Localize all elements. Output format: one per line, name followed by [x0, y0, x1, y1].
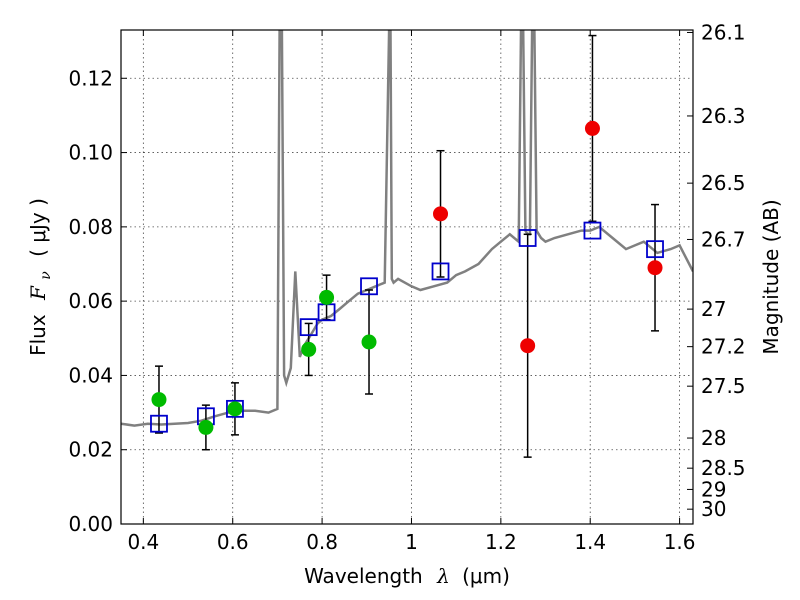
y-tick-label: 0.12 [68, 66, 113, 90]
y-axis-label-text: Flux [26, 314, 50, 356]
right-tick-label: 28 [701, 426, 726, 450]
observed-point-green [361, 334, 377, 350]
observed-point-red [584, 120, 600, 136]
x-tick-label: 1.2 [485, 530, 517, 554]
model-photometry-square [360, 277, 378, 296]
right-tick-label: 27 [701, 297, 726, 321]
observed-point-red [433, 206, 449, 222]
right-tick-label: 28.5 [701, 456, 746, 480]
right-axis-label: Magnitude (AB) [759, 199, 783, 354]
right-tick-label: 27.2 [701, 335, 746, 359]
observed-point-red [647, 260, 663, 276]
observed-point-green [198, 419, 214, 435]
x-axis-label-text: Wavelength [304, 564, 423, 588]
right-tick-label: 26.7 [701, 227, 746, 251]
right-tick-label: 26.3 [701, 104, 746, 128]
x-tick-label: 1.4 [574, 530, 606, 554]
observed-point-red [520, 338, 536, 354]
x-tick-label: 0.4 [127, 530, 159, 554]
right-tick-label: 30 [701, 497, 726, 521]
observed-point-green [319, 289, 335, 305]
right-tick-label: 29 [701, 477, 726, 501]
model-photometry-square [299, 318, 318, 337]
observed-point-green [151, 392, 167, 408]
plot-frame [120, 29, 694, 525]
observed-point-green [301, 341, 317, 357]
y-tick-label: 0.08 [68, 215, 113, 239]
model-photometry-square [431, 262, 450, 281]
x-tick-label: 1.6 [664, 530, 696, 554]
y-tick-label: 0.00 [68, 512, 113, 536]
y-axis-ticks: 0.00 0.02 0.04 0.06 0.08 0.10 0.12 [68, 66, 127, 536]
model-photometry-square [583, 221, 602, 240]
observed-markers [151, 120, 663, 435]
y-axis-label-symbol: F [26, 285, 50, 301]
x-axis-label: Wavelength λ (μm) [304, 564, 510, 588]
model-photometry-square [646, 240, 664, 259]
y-axis-label: Flux F ν ( μJy ) [26, 198, 55, 356]
right-tick-label: 26.5 [701, 171, 746, 195]
y-axis-label-unit: ( μJy ) [26, 198, 50, 257]
sed-model-line [121, 30, 693, 427]
y-tick-label: 0.02 [68, 438, 113, 462]
y-tick-label: 0.04 [68, 363, 113, 387]
y-axis-label-subscript: ν [38, 271, 54, 280]
observed-point-green [227, 401, 243, 417]
x-axis-label-unit: (μm) [462, 564, 510, 588]
y-tick-label: 0.06 [68, 289, 113, 313]
right-tick-label: 27.5 [701, 374, 746, 398]
x-axis-ticks: 0.4 0.6 0.8 1 1.2 1.4 1.6 [127, 30, 696, 554]
plot-background [121, 30, 693, 524]
y-tick-label: 0.10 [68, 141, 113, 165]
x-tick-label: 0.8 [306, 530, 338, 554]
model-photometry-square [226, 399, 244, 418]
x-axis-label-symbol: λ [436, 564, 450, 588]
model-photometry-square [518, 229, 537, 247]
model-photometry-square [150, 414, 168, 433]
right-tick-label: 26.1 [701, 20, 746, 44]
x-tick-label: 1 [405, 530, 418, 554]
x-tick-label: 0.6 [217, 530, 249, 554]
